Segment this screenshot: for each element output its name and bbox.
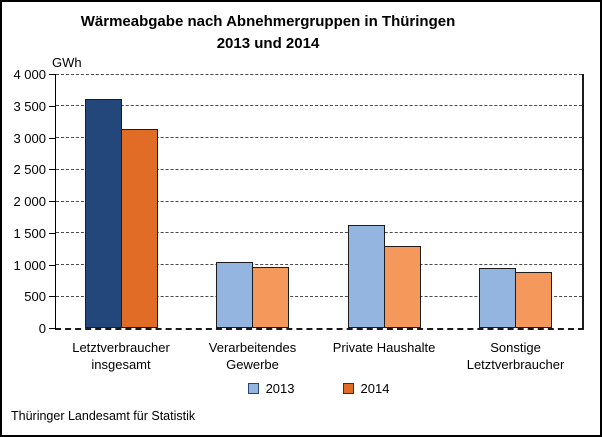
chart-title-line2: 2013 und 2014 xyxy=(216,34,320,52)
bar-2013-Letztverbraucher insgesamt xyxy=(84,99,122,328)
y-tick-label-2500: 2 500 xyxy=(13,162,46,178)
y-tick-label-1500: 1 500 xyxy=(13,225,46,241)
legend-swatch-2014-icon xyxy=(342,383,354,394)
plot-area xyxy=(55,73,584,330)
category-label-line: Verarbeitendes xyxy=(208,340,297,355)
category-label-line: Letztverbraucher xyxy=(466,356,565,372)
bar-2013-Sonstige Letztverbraucher xyxy=(479,268,517,328)
y-tick-mark-2000 xyxy=(49,201,55,202)
bar-2014-Verarbeitendes Gewerbe xyxy=(252,267,290,328)
gridline-500 xyxy=(56,295,582,297)
y-tick-mark-3500 xyxy=(49,105,55,107)
gridline-2500 xyxy=(56,168,582,170)
y-tick-mark-0 xyxy=(49,328,55,329)
y-axis-unit-label: GWh xyxy=(52,55,82,70)
category-label-4: Sonstige Letztverbraucher xyxy=(450,340,582,374)
legend-swatch-2013-icon xyxy=(247,383,259,394)
category-label-line: Gewerbe xyxy=(226,356,279,372)
y-tick-label-0: 0 xyxy=(38,321,46,336)
y-tick-mark-4000 xyxy=(49,74,55,75)
category-label-3: Private Haushalte xyxy=(318,340,450,357)
category-label-line: Sonstige xyxy=(490,340,541,355)
category-label-2: Verarbeitendes Gewerbe xyxy=(187,340,319,374)
y-tick-mark-3000 xyxy=(49,137,55,139)
legend-item-2014: 2014 xyxy=(342,381,390,396)
bar-2014-Sonstige Letztverbraucher xyxy=(515,272,553,328)
y-tick-label-4000: 4 000 xyxy=(13,67,46,82)
y-tick-label-2000: 2 000 xyxy=(13,194,46,209)
bar-2014-Private Haushalte xyxy=(383,246,421,328)
category-label-line: insgesamt xyxy=(91,356,151,372)
y-tick-mark-500 xyxy=(49,296,55,298)
chart-title-line1: Wärmeabgabe nach Abnehmergruppen in Thür… xyxy=(80,13,456,30)
category-label-1: Letztverbraucher insgesamt xyxy=(55,340,187,374)
y-tick-mark-1000 xyxy=(49,264,55,266)
bar-2014-Letztverbraucher insgesamt xyxy=(120,129,158,328)
chart-title: Wärmeabgabe nach Abnehmergruppen in Thür… xyxy=(38,11,498,55)
source-note: Thüringer Landesamt für Statistik xyxy=(11,409,196,423)
gridline-3500 xyxy=(56,105,582,107)
y-tick-label-3500: 3 500 xyxy=(13,98,46,114)
gridline-4000 xyxy=(56,73,582,75)
legend-item-2013: 2013 xyxy=(247,381,295,396)
y-tick-mark-1500 xyxy=(49,232,55,234)
gridline-1500 xyxy=(56,232,582,234)
y-tick-label-500: 500 xyxy=(24,289,46,305)
category-label-line: Letztverbraucher xyxy=(72,340,170,355)
bar-2013-Private Haushalte xyxy=(347,225,385,328)
y-tick-label-3000: 3 000 xyxy=(13,130,46,146)
gridline-1000 xyxy=(56,264,582,265)
legend-label-2014: 2014 xyxy=(360,381,390,396)
y-tick-label-1000: 1 000 xyxy=(13,257,46,273)
legend: 2013 2014 xyxy=(55,381,582,396)
gridline-2000 xyxy=(56,200,582,202)
bar-2013-Verarbeitendes Gewerbe xyxy=(216,262,254,328)
gridline-3000 xyxy=(56,137,582,138)
legend-label-2013: 2013 xyxy=(265,381,295,396)
category-label-line: Private Haushalte xyxy=(332,340,436,355)
y-tick-mark-2500 xyxy=(49,169,55,171)
